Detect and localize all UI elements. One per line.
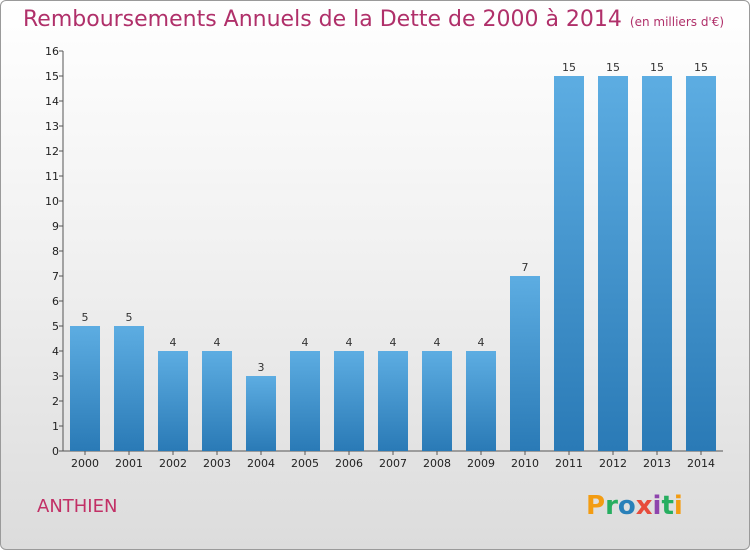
y-tick-label: 3 (52, 370, 59, 383)
x-tick-label: 2009 (467, 457, 495, 470)
logo-letter: i (673, 491, 683, 521)
bar (158, 351, 188, 451)
bar (422, 351, 452, 451)
bar-value-label: 4 (478, 336, 485, 349)
bar (466, 351, 496, 451)
x-tick-label: 2010 (511, 457, 539, 470)
x-tick-label: 2005 (291, 457, 319, 470)
y-tick-label: 12 (45, 145, 59, 158)
bar (246, 376, 276, 451)
bar-value-label: 15 (606, 61, 620, 74)
bar-value-label: 15 (650, 61, 664, 74)
bar-value-label: 4 (214, 336, 221, 349)
y-tick-label: 6 (52, 295, 59, 308)
bar (598, 76, 628, 451)
bar-value-label: 4 (170, 336, 177, 349)
x-tick-label: 2000 (71, 457, 99, 470)
bar-value-label: 7 (522, 261, 529, 274)
logo-letter: r (605, 491, 618, 521)
y-tick-label: 10 (45, 195, 59, 208)
x-tick-label: 2014 (687, 457, 715, 470)
bar-value-label: 4 (390, 336, 397, 349)
bar-value-label: 3 (258, 361, 265, 374)
chart-title: Remboursements Annuels de la Dette de 20… (23, 7, 622, 32)
y-tick-label: 0 (52, 445, 59, 458)
bar (554, 76, 584, 451)
bar (510, 276, 540, 451)
bar-value-label: 15 (694, 61, 708, 74)
logo-letter: i (652, 491, 662, 521)
logo-letter: t (661, 491, 674, 521)
commune-name: ANTHIEN (37, 496, 118, 517)
y-tick-label: 16 (45, 45, 59, 58)
y-tick-label: 4 (52, 345, 59, 358)
y-tick-label: 15 (45, 70, 59, 83)
x-tick-label: 2001 (115, 457, 143, 470)
bar-value-label: 5 (82, 311, 89, 324)
logo-letter: o (617, 491, 636, 521)
bar-value-label: 5 (126, 311, 133, 324)
x-tick-label: 2012 (599, 457, 627, 470)
y-tick-label: 9 (52, 220, 59, 233)
y-tick-label: 2 (52, 395, 59, 408)
x-tick-label: 2004 (247, 457, 275, 470)
y-tick-label: 1 (52, 420, 59, 433)
bar (70, 326, 100, 451)
bar-value-label: 4 (302, 336, 309, 349)
y-tick-label: 7 (52, 270, 59, 283)
logo-letter: P (586, 491, 606, 521)
x-tick-label: 2002 (159, 457, 187, 470)
bar (202, 351, 232, 451)
bar (290, 351, 320, 451)
bar-value-label: 4 (434, 336, 441, 349)
x-tick-label: 2006 (335, 457, 363, 470)
bar (686, 76, 716, 451)
x-tick-label: 2013 (643, 457, 671, 470)
y-tick-label: 5 (52, 320, 59, 333)
bar-value-label: 15 (562, 61, 576, 74)
bar (334, 351, 364, 451)
chart-title-block: Remboursements Annuels de la Dette de 20… (23, 7, 724, 32)
y-tick-label: 14 (45, 95, 59, 108)
y-tick-label: 8 (52, 245, 59, 258)
x-tick-label: 2003 (203, 457, 231, 470)
logo-letter: x (635, 491, 653, 521)
bar (378, 351, 408, 451)
chart-unit: (en milliers d'€) (629, 15, 725, 29)
x-tick-label: 2007 (379, 457, 407, 470)
bar-value-label: 4 (346, 336, 353, 349)
x-tick-label: 2011 (555, 457, 583, 470)
x-tick-label: 2008 (423, 457, 451, 470)
bar (642, 76, 672, 451)
y-tick-label: 11 (45, 170, 59, 183)
y-tick-label: 13 (45, 120, 59, 133)
proxiti-logo: Proxiti (586, 491, 683, 521)
bar (114, 326, 144, 451)
